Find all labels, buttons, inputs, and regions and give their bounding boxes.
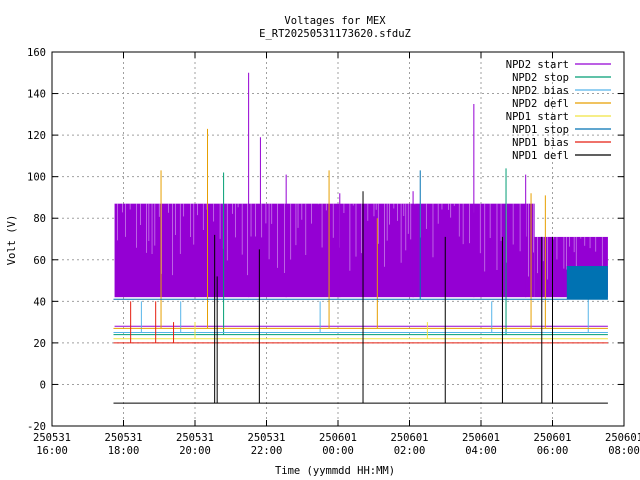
chart-title: Voltages for MEX [284, 15, 386, 27]
legend-label: NPD2 stop [512, 72, 569, 84]
y-tick-label: 60 [33, 255, 46, 267]
x-tick-date: 250531 [248, 432, 286, 444]
legend-label: NPD2 defl [512, 98, 569, 110]
legend-label: NPD1 bias [512, 137, 569, 149]
x-tick-date: 250531 [33, 432, 71, 444]
series-npd2-defl [113, 128, 608, 329]
y-tick-label: -20 [27, 421, 46, 433]
legend-label: NPD2 start [506, 59, 569, 71]
plot-border [51, 51, 625, 427]
series-npd1-defl [113, 191, 608, 404]
series-npd1-bias [113, 301, 608, 344]
legend-label: NPD1 defl [512, 150, 569, 162]
x-tick-date: 250601 [534, 432, 572, 444]
x-axis-label: Time (yymmdd HH:MM) [275, 465, 395, 477]
x-tick-time: 04:00 [465, 445, 497, 457]
x-tick-date: 250601 [605, 432, 640, 444]
series-npd1-stop [113, 170, 608, 302]
series-npd2-stop [113, 168, 608, 336]
x-tick-date: 250601 [462, 432, 500, 444]
x-tick-time: 02:00 [394, 445, 426, 457]
x-tick-date: 250601 [319, 432, 357, 444]
x-tick-time: 16:00 [36, 445, 68, 457]
band-fill [114, 203, 535, 298]
series-layer [113, 72, 608, 404]
x-tick-time: 18:00 [108, 445, 140, 457]
legend-label: NPD1 start [506, 111, 569, 123]
x-tick-date: 250531 [105, 432, 143, 444]
block-fill [566, 266, 608, 300]
y-tick-label: 80 [33, 213, 46, 225]
y-axis-label: Volt (V) [6, 215, 18, 266]
x-tick-time: 20:00 [179, 445, 211, 457]
y-tick-label: 120 [27, 130, 46, 142]
chart-subtitle: E_RT20250531173620.sfduZ [259, 28, 411, 40]
x-tick-date: 250601 [391, 432, 429, 444]
x-tick-date: 250531 [176, 432, 214, 444]
axis-layer: -2002040608010012014016025053116:0025053… [27, 47, 640, 457]
y-tick-label: 160 [27, 47, 46, 59]
legend-label: NPD1 stop [512, 124, 569, 136]
x-tick-time: 06:00 [537, 445, 569, 457]
legend-label: NPD2 bias [512, 85, 569, 97]
x-tick-time: 08:00 [608, 445, 640, 457]
x-tick-time: 22:00 [251, 445, 283, 457]
x-tick-time: 00:00 [322, 445, 354, 457]
y-tick-label: 0 [40, 379, 46, 391]
y-tick-label: 140 [27, 89, 46, 101]
y-tick-label: 100 [27, 172, 46, 184]
y-tick-label: 20 [33, 338, 46, 350]
series-npd1-start [113, 322, 608, 340]
y-tick-label: 40 [33, 296, 46, 308]
